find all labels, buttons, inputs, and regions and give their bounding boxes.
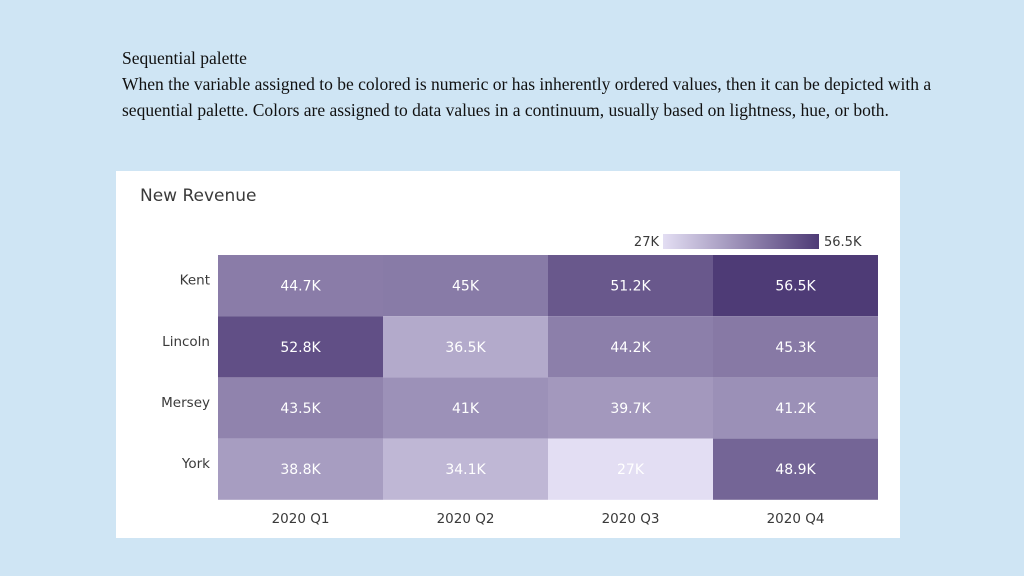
legend-min-label: 27K [634, 235, 660, 250]
column-label: 2020 Q1 [272, 511, 330, 527]
legend-max-label: 56.5K [824, 235, 862, 250]
heatmap-cell [383, 255, 548, 317]
row-label: Lincoln [162, 334, 210, 350]
heatmap-cell [218, 438, 383, 500]
cell-value-label: 45K [452, 279, 480, 295]
heatmap-cell [548, 377, 713, 439]
heatmap-chart: New Revenue 27K 56.5K 44.7K 45K 51.2K 56.5K… [140, 186, 878, 527]
heatmap-cell [713, 438, 878, 500]
heatmap-cell [713, 255, 878, 317]
cell-value-label: 34.1K [445, 462, 486, 478]
row-label: Mersey [161, 395, 210, 411]
column-label: 2020 Q3 [602, 511, 660, 527]
cell-value-label: 51.2K [610, 279, 651, 295]
cell-value-label: 45.3K [775, 340, 816, 356]
row-label: Kent [180, 273, 210, 289]
cell-value-label: 41.2K [775, 401, 816, 417]
chart-card: New Revenue 27K 56.5K 44.7K 45K 51.2K 56.5K… [116, 171, 900, 538]
row-labels: Kent Lincoln Mersey York [161, 273, 210, 473]
cell-value-label: 44.2K [610, 340, 651, 356]
heatmap-cell [548, 438, 713, 500]
column-label: 2020 Q4 [767, 511, 825, 527]
heatmap-cells: 44.7K 45K 51.2K 56.5K 52.8K 36.5K 44.2K 45.3K 43… [218, 255, 878, 500]
cell-value-label: 38.8K [280, 462, 321, 478]
heatmap-cell [218, 316, 383, 378]
cell-value-label: 44.7K [280, 279, 321, 295]
legend-gradient-bar [663, 234, 819, 249]
heatmap-cell [383, 438, 548, 500]
cell-value-label: 36.5K [445, 340, 486, 356]
heatmap-cell [548, 255, 713, 317]
heatmap-cell [383, 377, 548, 439]
cell-value-label: 41K [452, 401, 480, 417]
heatmap-cell [218, 255, 383, 317]
cell-value-label: 56.5K [775, 279, 816, 295]
heatmap-cell [218, 377, 383, 439]
slide-heading: Sequential palette [122, 48, 247, 68]
cell-value-label: 43.5K [280, 401, 321, 417]
cell-value-label: 27K [617, 462, 645, 478]
heatmap-cell [548, 316, 713, 378]
slide-paragraph: When the variable assigned to be colored… [122, 74, 932, 120]
column-labels: 2020 Q1 2020 Q2 2020 Q3 2020 Q4 [272, 511, 825, 527]
heatmap-cell [383, 316, 548, 378]
cell-value-label: 48.9K [775, 462, 816, 478]
cell-value-label: 52.8K [280, 340, 321, 356]
column-label: 2020 Q2 [437, 511, 495, 527]
heatmap-cell [713, 316, 878, 378]
cell-value-label: 39.7K [610, 401, 651, 417]
chart-title: New Revenue [140, 186, 257, 206]
row-label: York [181, 456, 210, 472]
heatmap-cell [713, 377, 878, 439]
slide-text: Sequential palette When the variable ass… [122, 45, 942, 123]
